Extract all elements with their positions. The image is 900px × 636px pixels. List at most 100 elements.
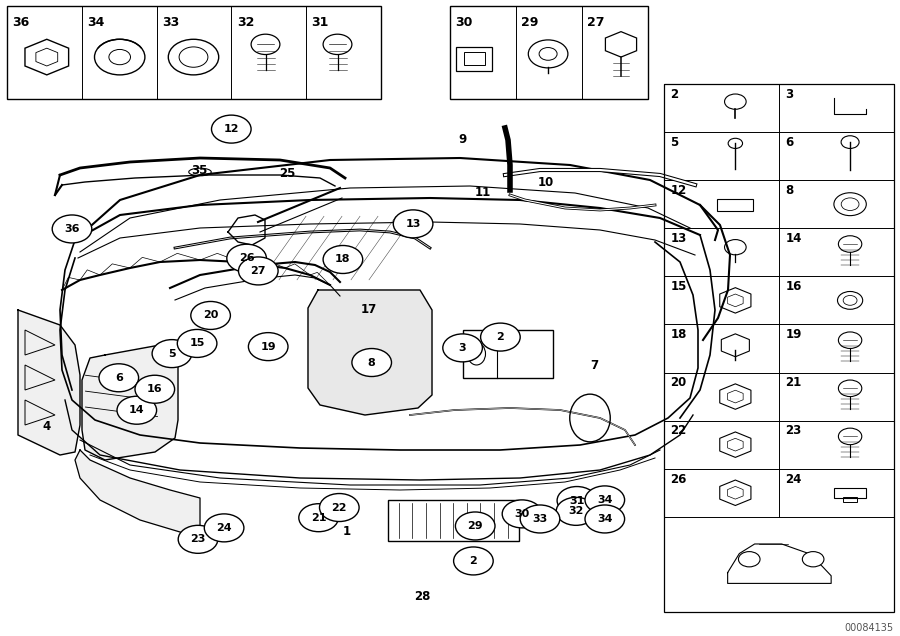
Text: 29: 29 xyxy=(521,16,539,29)
Text: 25: 25 xyxy=(279,167,295,180)
Circle shape xyxy=(320,494,359,522)
Text: 13: 13 xyxy=(670,232,687,245)
Bar xyxy=(843,497,858,502)
Circle shape xyxy=(227,244,266,272)
Polygon shape xyxy=(308,290,432,415)
Text: 34: 34 xyxy=(597,495,613,505)
Text: 27: 27 xyxy=(250,266,266,276)
Circle shape xyxy=(738,551,760,567)
Circle shape xyxy=(177,329,217,357)
Text: 13: 13 xyxy=(405,219,421,229)
Bar xyxy=(388,500,518,541)
Polygon shape xyxy=(82,345,178,460)
Text: 20: 20 xyxy=(202,310,219,321)
Text: 36: 36 xyxy=(13,16,30,29)
Text: 17: 17 xyxy=(361,303,377,315)
Text: 27: 27 xyxy=(588,16,605,29)
Text: 18: 18 xyxy=(335,254,351,265)
Text: 14: 14 xyxy=(785,232,802,245)
Circle shape xyxy=(557,487,597,515)
Bar xyxy=(664,84,894,612)
Text: 10: 10 xyxy=(538,176,554,189)
Text: 24: 24 xyxy=(216,523,232,533)
Circle shape xyxy=(191,301,230,329)
Text: 15: 15 xyxy=(670,280,687,293)
Text: 16: 16 xyxy=(785,280,802,293)
Circle shape xyxy=(502,500,542,528)
Text: 12: 12 xyxy=(223,124,239,134)
Circle shape xyxy=(352,349,392,377)
Circle shape xyxy=(117,396,157,424)
Text: 2: 2 xyxy=(470,556,477,566)
Text: 7: 7 xyxy=(590,359,598,372)
Circle shape xyxy=(393,210,433,238)
Text: 21: 21 xyxy=(785,377,802,389)
Circle shape xyxy=(454,547,493,575)
Text: 6: 6 xyxy=(785,136,794,149)
Bar xyxy=(7,6,381,99)
Text: 8: 8 xyxy=(368,357,375,368)
Text: 26: 26 xyxy=(670,473,687,485)
Text: 11: 11 xyxy=(474,186,490,198)
Text: 35: 35 xyxy=(191,164,207,177)
Text: 21: 21 xyxy=(310,513,327,523)
Circle shape xyxy=(204,514,244,542)
Text: 29: 29 xyxy=(467,521,483,531)
Text: 15: 15 xyxy=(189,338,205,349)
Text: 8: 8 xyxy=(785,184,794,197)
Text: 23: 23 xyxy=(785,424,802,438)
Circle shape xyxy=(803,551,824,567)
Text: 2: 2 xyxy=(670,88,679,100)
Text: 24: 24 xyxy=(785,473,802,485)
Text: 18: 18 xyxy=(670,328,687,342)
Text: 34: 34 xyxy=(87,16,104,29)
Circle shape xyxy=(99,364,139,392)
Bar xyxy=(717,199,753,211)
Text: 32: 32 xyxy=(237,16,254,29)
Circle shape xyxy=(238,257,278,285)
Text: 22: 22 xyxy=(670,424,687,438)
Circle shape xyxy=(556,497,596,525)
Text: 3: 3 xyxy=(785,88,794,100)
Text: 3: 3 xyxy=(459,343,466,353)
Text: 33: 33 xyxy=(533,514,547,524)
Circle shape xyxy=(135,375,175,403)
Polygon shape xyxy=(18,310,80,455)
Circle shape xyxy=(299,504,338,532)
Polygon shape xyxy=(75,450,200,535)
Bar xyxy=(464,52,485,65)
Text: 30: 30 xyxy=(455,16,472,29)
Text: 00084135: 00084135 xyxy=(844,623,894,633)
Text: 4: 4 xyxy=(42,420,51,432)
Circle shape xyxy=(178,525,218,553)
Text: 5: 5 xyxy=(670,136,679,149)
Text: 6: 6 xyxy=(115,373,122,383)
Bar xyxy=(463,330,553,378)
Text: 5: 5 xyxy=(168,349,176,359)
Circle shape xyxy=(212,115,251,143)
Text: 26: 26 xyxy=(238,253,255,263)
Bar xyxy=(834,488,867,498)
Text: 14: 14 xyxy=(129,405,145,415)
Circle shape xyxy=(52,215,92,243)
Bar xyxy=(456,47,492,71)
Circle shape xyxy=(481,323,520,351)
Text: 2: 2 xyxy=(497,332,504,342)
Text: 20: 20 xyxy=(670,377,687,389)
Circle shape xyxy=(520,505,560,533)
Text: 32: 32 xyxy=(568,506,584,516)
Circle shape xyxy=(455,512,495,540)
Circle shape xyxy=(585,486,625,514)
Text: 19: 19 xyxy=(260,342,276,352)
Text: 34: 34 xyxy=(597,514,613,524)
Text: 28: 28 xyxy=(414,590,430,603)
Circle shape xyxy=(248,333,288,361)
Text: 19: 19 xyxy=(785,328,802,342)
Text: 16: 16 xyxy=(147,384,163,394)
Text: 31: 31 xyxy=(569,495,585,506)
Text: 23: 23 xyxy=(190,534,206,544)
Text: 33: 33 xyxy=(162,16,179,29)
Text: 36: 36 xyxy=(64,224,80,234)
Text: 31: 31 xyxy=(311,16,328,29)
Circle shape xyxy=(585,505,625,533)
